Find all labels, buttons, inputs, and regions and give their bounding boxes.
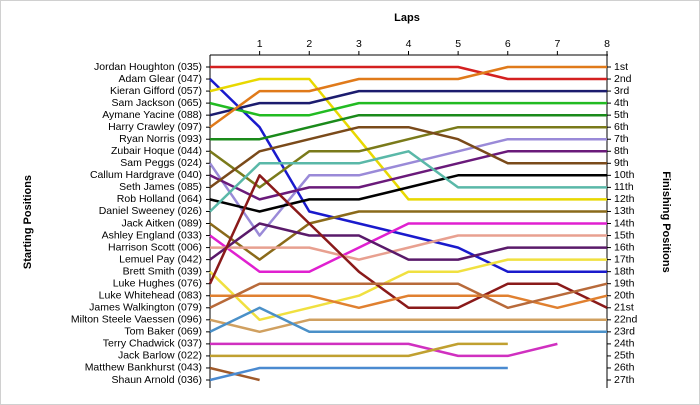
y2-tick-label: 13th xyxy=(614,205,635,217)
y-tick-label: Rob Holland (064) xyxy=(117,193,202,205)
y-tick-label: Seth James (085) xyxy=(119,181,202,193)
driver-line xyxy=(208,137,607,237)
y2-tick-label: 7th xyxy=(614,133,629,145)
x-tick-label: 3 xyxy=(356,38,362,50)
driver-line xyxy=(209,150,607,213)
y2-tick-label: 17th xyxy=(614,253,635,265)
x-tick-label: 4 xyxy=(406,38,412,50)
y2-tick-label: 4th xyxy=(614,97,629,109)
driver-line xyxy=(210,294,608,310)
y2-tick-label: 23rd xyxy=(614,326,635,338)
y2-tick-label: 24th xyxy=(614,338,635,350)
y-tick-label: Aymane Yacine (088) xyxy=(102,109,202,121)
y2-tick-label: 8th xyxy=(614,145,629,157)
driver-line xyxy=(209,318,607,334)
y2-tick-label: 21st xyxy=(614,302,634,314)
driver-line xyxy=(210,342,558,358)
driver-line xyxy=(210,113,607,141)
y-tick-label: Harry Crawley (097) xyxy=(108,121,202,133)
y-tick-label: Kieran Gifford (057) xyxy=(110,85,202,97)
driver-line xyxy=(209,306,607,334)
y-tick-label: Lemuel Pay (042) xyxy=(119,253,202,265)
y2-tick-label: 15th xyxy=(614,229,635,241)
driver-line xyxy=(210,342,508,358)
y-tick-label: Luke Whitehead (083) xyxy=(99,290,202,302)
driver-line xyxy=(209,174,607,213)
driver-line xyxy=(209,125,607,189)
y-tick-label: Shaun Arnold (036) xyxy=(112,374,202,386)
y-tick-label: Sam Jackson (065) xyxy=(112,97,202,109)
driver-line xyxy=(209,89,607,117)
y-tick-label: Brett Smith (039) xyxy=(123,265,202,277)
y2-tick-label: 9th xyxy=(614,157,629,169)
y-tick-label: Callum Hardgrave (040) xyxy=(90,169,202,181)
y-tick-label: Adam Glear (047) xyxy=(119,73,202,85)
y2-tick-label: 1st xyxy=(614,61,628,73)
y2-tick-label: 27th xyxy=(614,374,635,386)
y2-tick-label: 10th xyxy=(614,169,635,181)
y-tick-label: Terry Chadwick (037) xyxy=(103,338,202,350)
y-tick-label: James Walkington (079) xyxy=(89,302,202,314)
driver-line xyxy=(209,65,607,129)
y2-tick-label: 5th xyxy=(614,109,629,121)
y2-tick-label: 3rd xyxy=(614,85,629,97)
y-tick-label: Jack Aitken (089) xyxy=(121,217,202,229)
y-tick-label: Ryan Norris (093) xyxy=(119,133,202,145)
y2-axis-title: Finishing Positions xyxy=(660,171,672,272)
driver-line xyxy=(209,150,607,201)
y-tick-label: Jordan Houghton (035) xyxy=(94,61,202,73)
y-tick-label: Ashley England (033) xyxy=(102,229,202,241)
y-tick-label: Tom Baker (069) xyxy=(124,326,202,338)
driver-line xyxy=(209,77,607,201)
y2-tick-label: 20th xyxy=(614,290,635,302)
driver-line xyxy=(209,101,607,117)
x-tick-label: 5 xyxy=(455,38,461,50)
y2-tick-label: 6th xyxy=(614,121,629,133)
y-tick-label: Daniel Sweeney (026) xyxy=(99,205,202,217)
driver-line xyxy=(209,125,607,189)
y2-tick-label: 18th xyxy=(614,265,635,277)
y-tick-label: Matthew Bankhurst (043) xyxy=(85,362,202,374)
y2-tick-label: 11th xyxy=(614,181,634,193)
y-tick-label: Jack Barlow (022) xyxy=(118,350,202,362)
y-tick-label: Sam Peggs (024) xyxy=(120,157,202,169)
driver-line xyxy=(209,366,508,382)
driver-line xyxy=(209,222,607,273)
driver-line xyxy=(210,65,607,81)
driver-line xyxy=(208,174,608,310)
driver-line xyxy=(209,222,607,261)
y2-tick-label: 19th xyxy=(614,277,635,289)
y-tick-label: Luke Hughes (076) xyxy=(113,277,202,289)
y2-tick-label: 25th xyxy=(614,350,635,362)
x-tick-label: 1 xyxy=(257,38,263,50)
chart-title: Laps xyxy=(394,12,420,24)
y2-tick-label: 14th xyxy=(614,217,635,229)
y-tick-label: Milton Steele Vaessen (096) xyxy=(71,314,202,326)
y2-tick-label: 2nd xyxy=(614,73,632,85)
driver-line xyxy=(210,234,607,261)
y-tick-label: Zubair Hoque (044) xyxy=(111,145,202,157)
y2-tick-label: 22nd xyxy=(614,314,638,326)
y2-tick-label: 16th xyxy=(614,241,635,253)
y2-tick-label: 26th xyxy=(614,362,635,374)
y2-tick-label: 12th xyxy=(614,193,635,205)
x-tick-label: 6 xyxy=(505,38,511,50)
x-tick-label: 7 xyxy=(554,38,560,50)
driver-line xyxy=(209,78,607,273)
driver-line xyxy=(209,282,608,310)
y-axis-title: Starting Positions xyxy=(22,175,34,269)
x-tick-label: 8 xyxy=(604,38,610,50)
y-tick-label: Harrison Scott (006) xyxy=(108,241,202,253)
x-tick-label: 2 xyxy=(306,38,312,50)
